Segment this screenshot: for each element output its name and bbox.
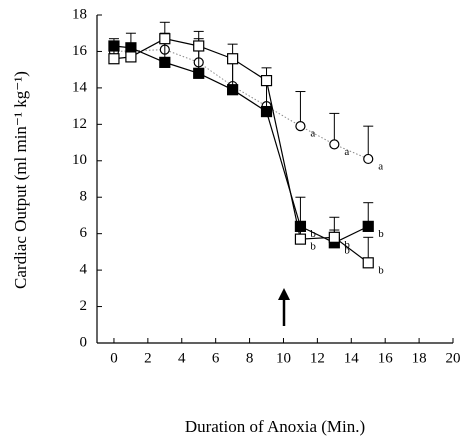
marker <box>329 139 340 150</box>
y-tick-label: 8 <box>80 189 88 205</box>
marker <box>294 233 307 245</box>
point-label: b <box>310 241 316 253</box>
y-tick-label: 6 <box>80 225 88 241</box>
y-tick-label: 0 <box>80 334 88 350</box>
x-tick-label: 0 <box>110 350 118 366</box>
point-label: a <box>310 128 315 140</box>
y-tick-label: 14 <box>72 79 88 95</box>
x-tick-label: 14 <box>344 350 360 366</box>
marker <box>159 56 171 68</box>
x-tick-label: 6 <box>212 350 220 366</box>
marker <box>125 51 137 63</box>
y-tick-label: 2 <box>80 298 88 314</box>
marker <box>227 53 239 65</box>
x-tick-label: 10 <box>276 350 291 366</box>
x-tick-label: 20 <box>446 350 461 366</box>
marker <box>159 33 171 45</box>
x-tick-label: 12 <box>310 350 325 366</box>
x-tick-label: 18 <box>412 350 427 366</box>
marker <box>260 105 273 118</box>
marker <box>328 231 340 243</box>
marker <box>227 84 239 96</box>
marker <box>193 67 205 79</box>
x-tick-label: 4 <box>178 350 186 366</box>
y-axis-title: Cardiac Output (ml min⁻¹ kg⁻¹) <box>11 71 30 289</box>
series-line <box>113 38 369 264</box>
series-line <box>113 49 369 160</box>
point-label: b <box>344 244 350 256</box>
marker <box>108 53 120 65</box>
point-label: a <box>344 146 349 158</box>
x-tick-label: 16 <box>378 350 394 366</box>
y-tick-label: 10 <box>72 152 87 168</box>
point-label: b <box>344 239 350 251</box>
y-tick-label: 16 <box>72 43 88 59</box>
point-label: b <box>378 264 384 276</box>
point-label: b <box>310 228 316 240</box>
marker <box>295 121 306 132</box>
x-tick-label: 8 <box>246 350 254 366</box>
y-tick-label: 18 <box>72 6 87 22</box>
y-tick-label: 12 <box>72 116 87 132</box>
marker <box>363 153 374 165</box>
marker <box>362 220 374 232</box>
arrow <box>278 288 290 326</box>
point-label: b <box>378 228 384 240</box>
x-axis-title: Duration of Anoxia (Min.) <box>185 417 365 436</box>
marker <box>362 257 374 269</box>
marker <box>260 74 273 87</box>
x-tick-label: 2 <box>144 350 152 366</box>
y-tick-label: 4 <box>80 262 88 278</box>
marker <box>193 40 205 52</box>
point-label: a <box>378 160 383 172</box>
